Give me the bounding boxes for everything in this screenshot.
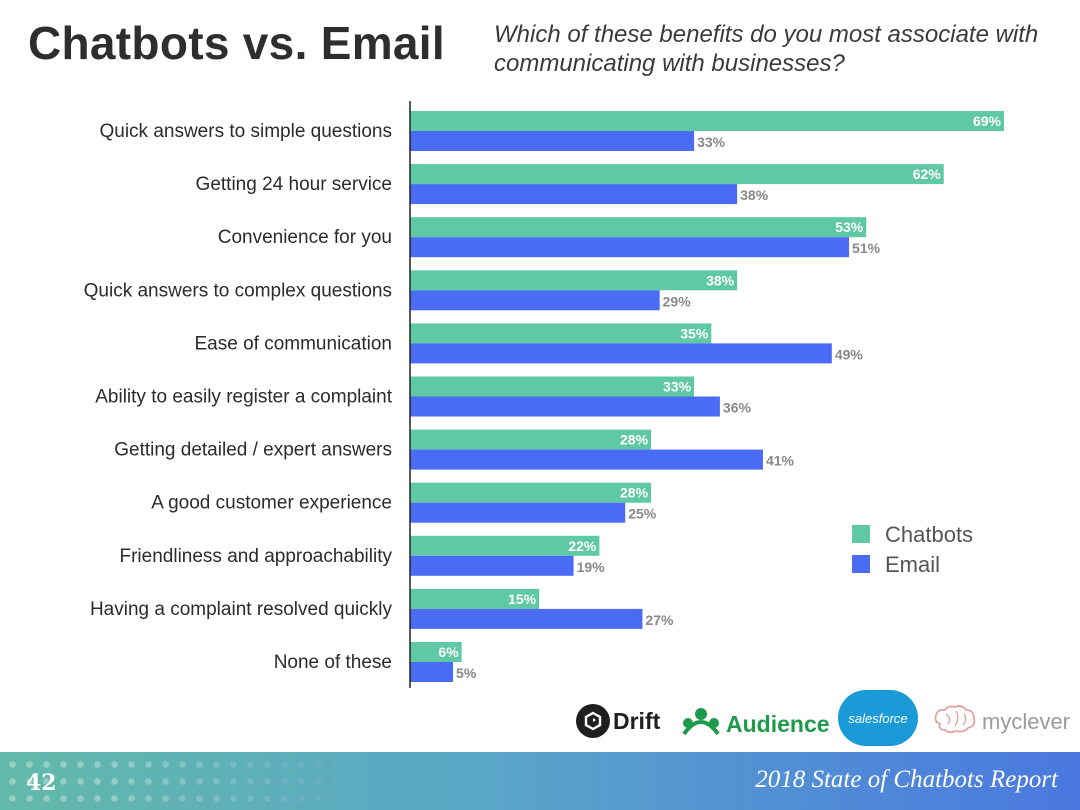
page-number: 42 [26, 770, 57, 796]
email-value-label: 19% [577, 559, 606, 575]
chatbots-value-label: 38% [706, 272, 735, 288]
email-bar [410, 131, 695, 151]
category-label: Friendliness and approachability [120, 546, 393, 567]
category-label: Quick answers to simple questions [99, 121, 392, 142]
drift-logo: Drift [576, 704, 660, 738]
chatbots-value-label: 28% [620, 485, 649, 501]
legend-swatch-chatbots [852, 525, 870, 543]
chatbots-value-label: 22% [568, 538, 597, 554]
audience-logo-text: Audience [726, 710, 830, 737]
email-value-label: 33% [697, 134, 726, 150]
category-label: Ability to easily register a complaint [95, 387, 392, 408]
chatbots-bar [410, 588, 540, 609]
myclever-logo-text: myclever [982, 709, 1071, 734]
category-label: Quick answers to complex questions [84, 280, 392, 301]
category-label: Getting 24 hour service [196, 174, 392, 195]
chatbots-bar [410, 535, 600, 556]
chatbots-bar [410, 164, 944, 185]
bar-chart: Quick answers to simple questions 69% 33% G… [84, 101, 1004, 688]
report-title: 2018 State of Chatbots Report [755, 766, 1058, 793]
drift-icon [576, 704, 610, 738]
chatbots-value-label: 69% [973, 113, 1002, 129]
legend-label-email: Email [885, 552, 940, 577]
email-bar [410, 662, 454, 682]
email-value-label: 29% [663, 293, 692, 309]
chatbots-bar [410, 111, 1004, 131]
footer-dot-pattern [0, 752, 360, 810]
email-value-label: 49% [835, 346, 864, 362]
chatbots-bar [410, 323, 712, 344]
email-bar [410, 396, 720, 417]
drift-logo-text: Drift [613, 707, 661, 734]
chatbots-value-label: 33% [663, 379, 692, 395]
email-bar [410, 608, 643, 629]
chatbots-value-label: 35% [680, 325, 709, 341]
email-bar [410, 184, 738, 205]
category-label: Getting detailed / expert answers [114, 440, 392, 461]
page-subtitle: Which of these benefits do you most asso… [494, 21, 1039, 77]
myclever-logo: myclever [932, 704, 1070, 740]
chatbots-value-label: 53% [835, 219, 864, 235]
email-bar [410, 237, 850, 258]
chatbots-value-label: 62% [913, 166, 942, 182]
email-bar [410, 555, 574, 576]
email-value-label: 36% [723, 400, 752, 416]
audience-icon [680, 706, 722, 742]
chatbots-value-label: 15% [508, 591, 537, 607]
chatbots-bar [410, 270, 738, 291]
chatbots-bar [410, 429, 652, 450]
partner-logos: Drift Audience salesforce myclever [574, 690, 1080, 750]
chatbots-bar [410, 217, 867, 238]
category-label: A good customer experience [151, 493, 392, 514]
audience-logo: Audience [680, 706, 830, 742]
chatbots-bar [410, 642, 462, 662]
page-title: Chatbots vs. Email [28, 17, 445, 69]
footer-bar: 42 2018 State of Chatbots Report [0, 752, 1080, 810]
brain-icon [932, 704, 978, 740]
email-bar [410, 449, 763, 470]
category-label: Ease of communication [195, 333, 393, 354]
email-value-label: 27% [645, 612, 674, 628]
salesforce-logo: salesforce [838, 690, 918, 746]
email-value-label: 51% [852, 240, 881, 256]
category-label: Having a complaint resolved quickly [90, 599, 393, 620]
email-value-label: 41% [766, 453, 795, 469]
email-value-label: 25% [628, 506, 657, 522]
email-bar [410, 290, 660, 311]
legend-swatch-email [852, 555, 870, 573]
email-bar [410, 343, 832, 364]
email-value-label: 38% [740, 187, 769, 203]
salesforce-cloud-icon: salesforce [838, 690, 918, 746]
category-label: Convenience for you [218, 227, 392, 248]
legend-label-chatbots: Chatbots [885, 522, 973, 547]
email-value-label: 5% [456, 665, 477, 681]
email-bar [410, 502, 626, 523]
chatbots-value-label: 6% [438, 644, 459, 660]
chatbots-bar [410, 482, 652, 503]
chatbots-bar [410, 376, 695, 397]
chatbots-value-label: 28% [620, 432, 649, 448]
category-label: None of these [274, 652, 392, 673]
